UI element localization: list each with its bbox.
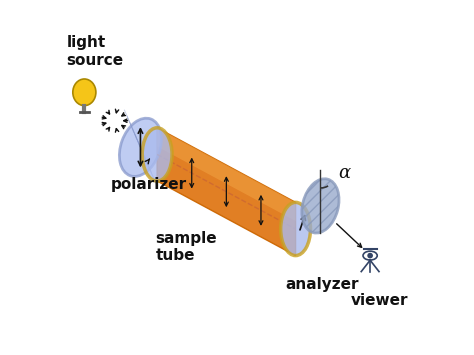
Polygon shape — [157, 128, 296, 256]
Ellipse shape — [73, 79, 96, 106]
Text: viewer: viewer — [351, 293, 408, 308]
Text: polarizer: polarizer — [111, 178, 187, 192]
Ellipse shape — [281, 202, 310, 256]
Ellipse shape — [363, 251, 377, 260]
Circle shape — [367, 253, 373, 258]
Ellipse shape — [142, 128, 172, 181]
Text: light
source: light source — [67, 36, 124, 68]
Ellipse shape — [302, 179, 339, 233]
Ellipse shape — [119, 118, 162, 176]
Text: analyzer: analyzer — [285, 277, 358, 292]
Polygon shape — [157, 128, 296, 221]
Text: α: α — [338, 164, 350, 181]
Text: sample
tube: sample tube — [155, 231, 217, 263]
